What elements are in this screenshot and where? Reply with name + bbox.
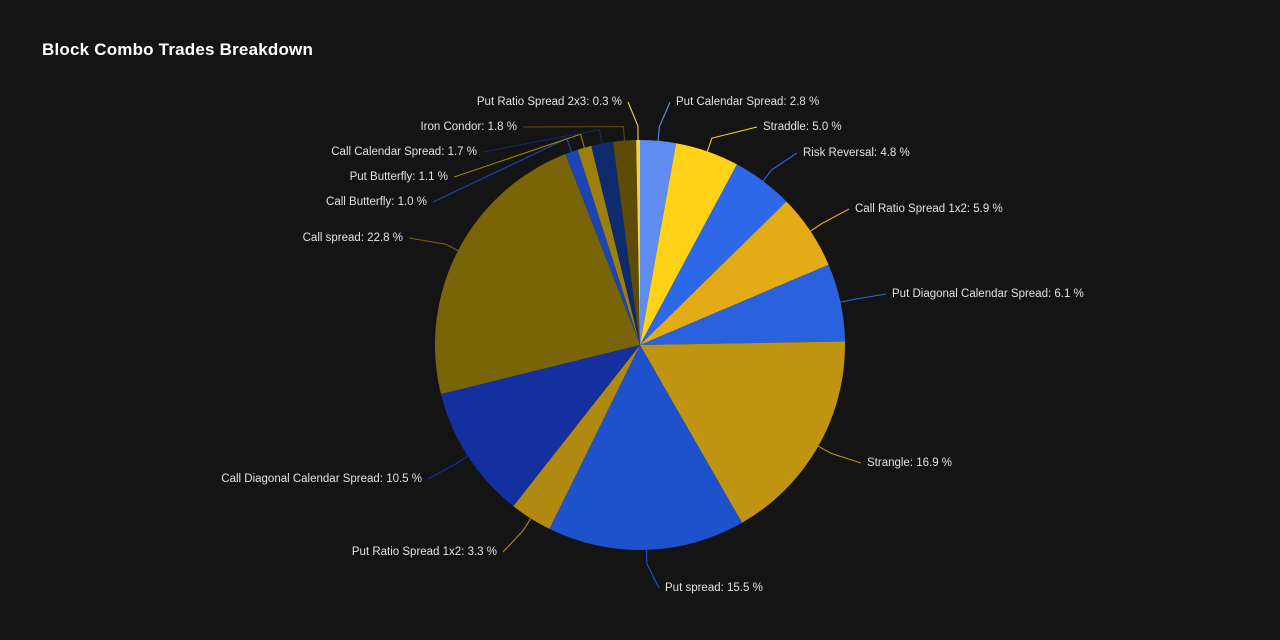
leader-line-call-calendar-spread (482, 129, 603, 153)
leader-line-put-ratio-spread-1x2 (502, 518, 532, 553)
pie-slice-put-calendar-spread[interactable] (640, 140, 677, 345)
pie-slice-call-diagonal-calendar-spread[interactable] (440, 345, 640, 507)
pie-slice-put-ratio-spread-2x3[interactable] (636, 140, 640, 345)
leader-line-risk-reversal (762, 152, 798, 182)
leader-line-straddle (706, 126, 758, 152)
slice-label-call-spread: Call spread: 22.8 % (303, 232, 403, 244)
pie-slice-iron-condor[interactable] (612, 140, 640, 345)
slice-labels: Put Calendar Spread: 2.8 % Straddle: 5.0 … (221, 96, 1084, 594)
slice-label-call-diagonal-calendar-spread: Call Diagonal Calendar Spread: 10.5 % (221, 473, 422, 485)
slice-label-risk-reversal: Risk Reversal: 4.8 % (803, 147, 910, 159)
pie-slice-call-spread[interactable] (434, 154, 640, 395)
pie-slices (434, 140, 846, 550)
pie-slice-call-ratio-spread-1x2[interactable] (640, 201, 829, 345)
slice-label-strangle: Strangle: 16.9 % (867, 457, 952, 469)
slice-label-put-ratio-spread-1x2: Put Ratio Spread 1x2: 3.3 % (352, 546, 497, 558)
slice-label-call-calendar-spread: Call Calendar Spread: 1.7 % (331, 146, 477, 158)
leader-line-put-butterfly (453, 133, 585, 178)
slice-label-call-butterfly: Call Butterfly: 1.0 % (326, 196, 427, 208)
leader-line-call-diagonal-calendar-spread (427, 455, 469, 480)
leader-line-put-diagonal-calendar-spread (840, 293, 887, 303)
chart-title: Block Combo Trades Breakdown (42, 40, 314, 59)
leader-line-strangle (818, 445, 862, 464)
leader-line-put-spread (645, 549, 660, 589)
slice-label-put-ratio-spread-2x3: Put Ratio Spread 2x3: 0.3 % (477, 96, 622, 108)
pie-slice-straddle[interactable] (640, 143, 737, 345)
leader-line-iron-condor (522, 126, 626, 141)
slice-label-call-ratio-spread-1x2: Call Ratio Spread 1x2: 5.9 % (855, 203, 1003, 215)
pie-slice-strangle[interactable] (640, 341, 846, 523)
pie-slice-put-diagonal-calendar-spread[interactable] (640, 264, 845, 345)
pie-slice-risk-reversal[interactable] (640, 164, 787, 345)
slice-label-put-calendar-spread: Put Calendar Spread: 2.8 % (676, 96, 819, 108)
pie-slice-put-spread[interactable] (549, 345, 743, 550)
pie-slice-put-butterfly[interactable] (577, 145, 640, 345)
slice-label-straddle: Straddle: 5.0 % (763, 121, 842, 133)
pie-slice-put-ratio-spread-1x2[interactable] (513, 345, 640, 529)
slice-label-put-diagonal-calendar-spread: Put Diagonal Calendar Spread: 6.1 % (892, 288, 1084, 300)
slice-label-iron-condor: Iron Condor: 1.8 % (420, 121, 517, 133)
leader-line-call-ratio-spread-1x2 (810, 208, 850, 232)
leader-line-put-ratio-spread-2x3 (627, 101, 639, 141)
slice-label-put-butterfly: Put Butterfly: 1.1 % (350, 171, 448, 183)
pie-slice-call-calendar-spread[interactable] (591, 141, 640, 345)
label-leader-lines (408, 101, 887, 589)
slice-label-put-spread: Put spread: 15.5 % (665, 582, 763, 594)
leader-line-put-calendar-spread (657, 101, 671, 141)
leader-line-call-spread (408, 237, 459, 252)
pie-slice-call-butterfly[interactable] (565, 149, 640, 345)
